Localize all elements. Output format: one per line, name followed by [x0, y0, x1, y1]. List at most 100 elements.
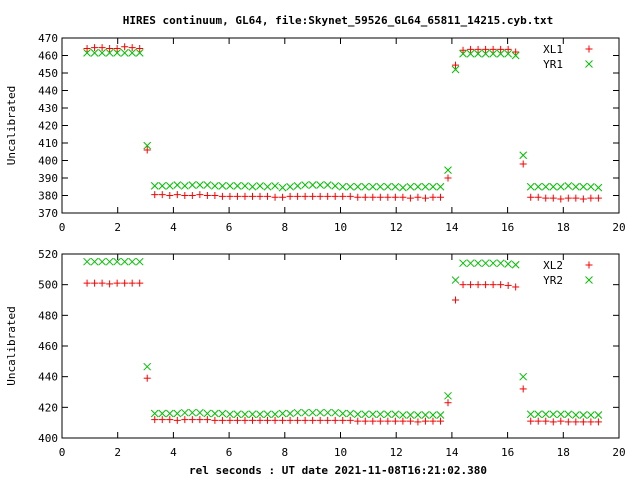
data-point [489, 45, 497, 53]
data-point [83, 257, 91, 266]
data-point [158, 409, 167, 418]
data-point [165, 409, 174, 418]
legend-label: YR2 [543, 274, 563, 287]
data-point [406, 182, 415, 191]
data-point [271, 410, 279, 419]
data-point [218, 182, 227, 190]
data-point [248, 182, 257, 191]
data-point [188, 181, 197, 189]
data-point [128, 49, 137, 57]
data-point [384, 417, 392, 425]
data-point [196, 408, 204, 417]
data-point [467, 45, 475, 53]
y-tick-label: 470 [38, 32, 58, 45]
data-point [256, 192, 264, 200]
data-point [294, 416, 302, 424]
y-tick-label: 500 [38, 279, 58, 292]
data-point [301, 192, 309, 200]
data-point [90, 49, 99, 57]
data-point [203, 409, 212, 418]
data-point [196, 191, 204, 199]
data-point [391, 417, 399, 425]
data-point [339, 416, 347, 424]
data-point [188, 416, 196, 424]
data-point [557, 195, 565, 203]
data-point [338, 182, 347, 191]
data-point [271, 416, 279, 424]
data-point [354, 417, 362, 425]
data-point [429, 411, 437, 419]
data-point [286, 409, 294, 418]
data-point [361, 182, 370, 191]
data-point [286, 416, 294, 424]
data-point [263, 182, 272, 191]
data-point [120, 49, 129, 57]
data-point [91, 44, 99, 52]
data-point [511, 51, 520, 60]
data-point [504, 45, 512, 53]
x-tick-label: 18 [557, 221, 570, 234]
x-tick-label: 6 [226, 221, 233, 234]
data-point [556, 410, 565, 419]
data-point [459, 281, 467, 289]
data-point [504, 49, 513, 58]
data-point [181, 416, 189, 424]
data-point [452, 61, 460, 69]
data-point [459, 49, 467, 58]
data-point [496, 259, 505, 268]
data-point [414, 193, 422, 201]
data-point [466, 49, 475, 58]
y-tick-label: 450 [38, 67, 58, 80]
data-point [150, 409, 159, 418]
data-point [233, 192, 241, 200]
data-point [308, 408, 317, 417]
data-point [218, 192, 226, 200]
plot-frame [61, 37, 620, 214]
data-point [451, 276, 460, 284]
data-point [271, 193, 279, 201]
data-point [421, 411, 430, 419]
data-point [233, 182, 242, 190]
y-tick-label: 370 [38, 207, 58, 220]
data-point [218, 416, 226, 424]
x-tick-label: 14 [445, 221, 459, 234]
data-point [248, 416, 256, 424]
data-point [496, 49, 505, 58]
data-point [241, 192, 249, 200]
data-point [489, 259, 497, 268]
data-point [557, 417, 565, 425]
data-point [353, 410, 362, 419]
data-point [120, 257, 129, 266]
data-point [383, 182, 392, 191]
data-point [579, 182, 588, 191]
data-point [541, 182, 550, 191]
series-YR1 [83, 49, 603, 192]
data-point [346, 416, 354, 424]
data-point [278, 183, 287, 192]
data-point [98, 279, 106, 287]
x-tick-label: 8 [281, 446, 288, 459]
data-point [316, 181, 325, 189]
y-tick-label: 420 [38, 401, 58, 414]
data-point [278, 409, 287, 418]
data-point [549, 418, 557, 426]
data-point [481, 259, 490, 268]
data-point [203, 181, 212, 189]
data-point [135, 257, 144, 266]
data-point [587, 418, 595, 426]
data-point [526, 410, 535, 419]
x-tick-label: 20 [612, 446, 625, 459]
x-tick-label: 6 [226, 446, 233, 459]
data-point [399, 417, 407, 425]
y-tick-label: 430 [38, 102, 58, 115]
data-point [158, 182, 167, 190]
y-axis-label: Uncalibrated [5, 86, 18, 165]
data-point [542, 194, 550, 202]
data-point [541, 410, 550, 419]
data-point [301, 408, 309, 417]
x-tick-label: 14 [445, 446, 459, 459]
data-point [354, 193, 362, 201]
x-tick-label: 12 [390, 221, 403, 234]
data-point [211, 409, 219, 418]
data-point [136, 279, 144, 287]
